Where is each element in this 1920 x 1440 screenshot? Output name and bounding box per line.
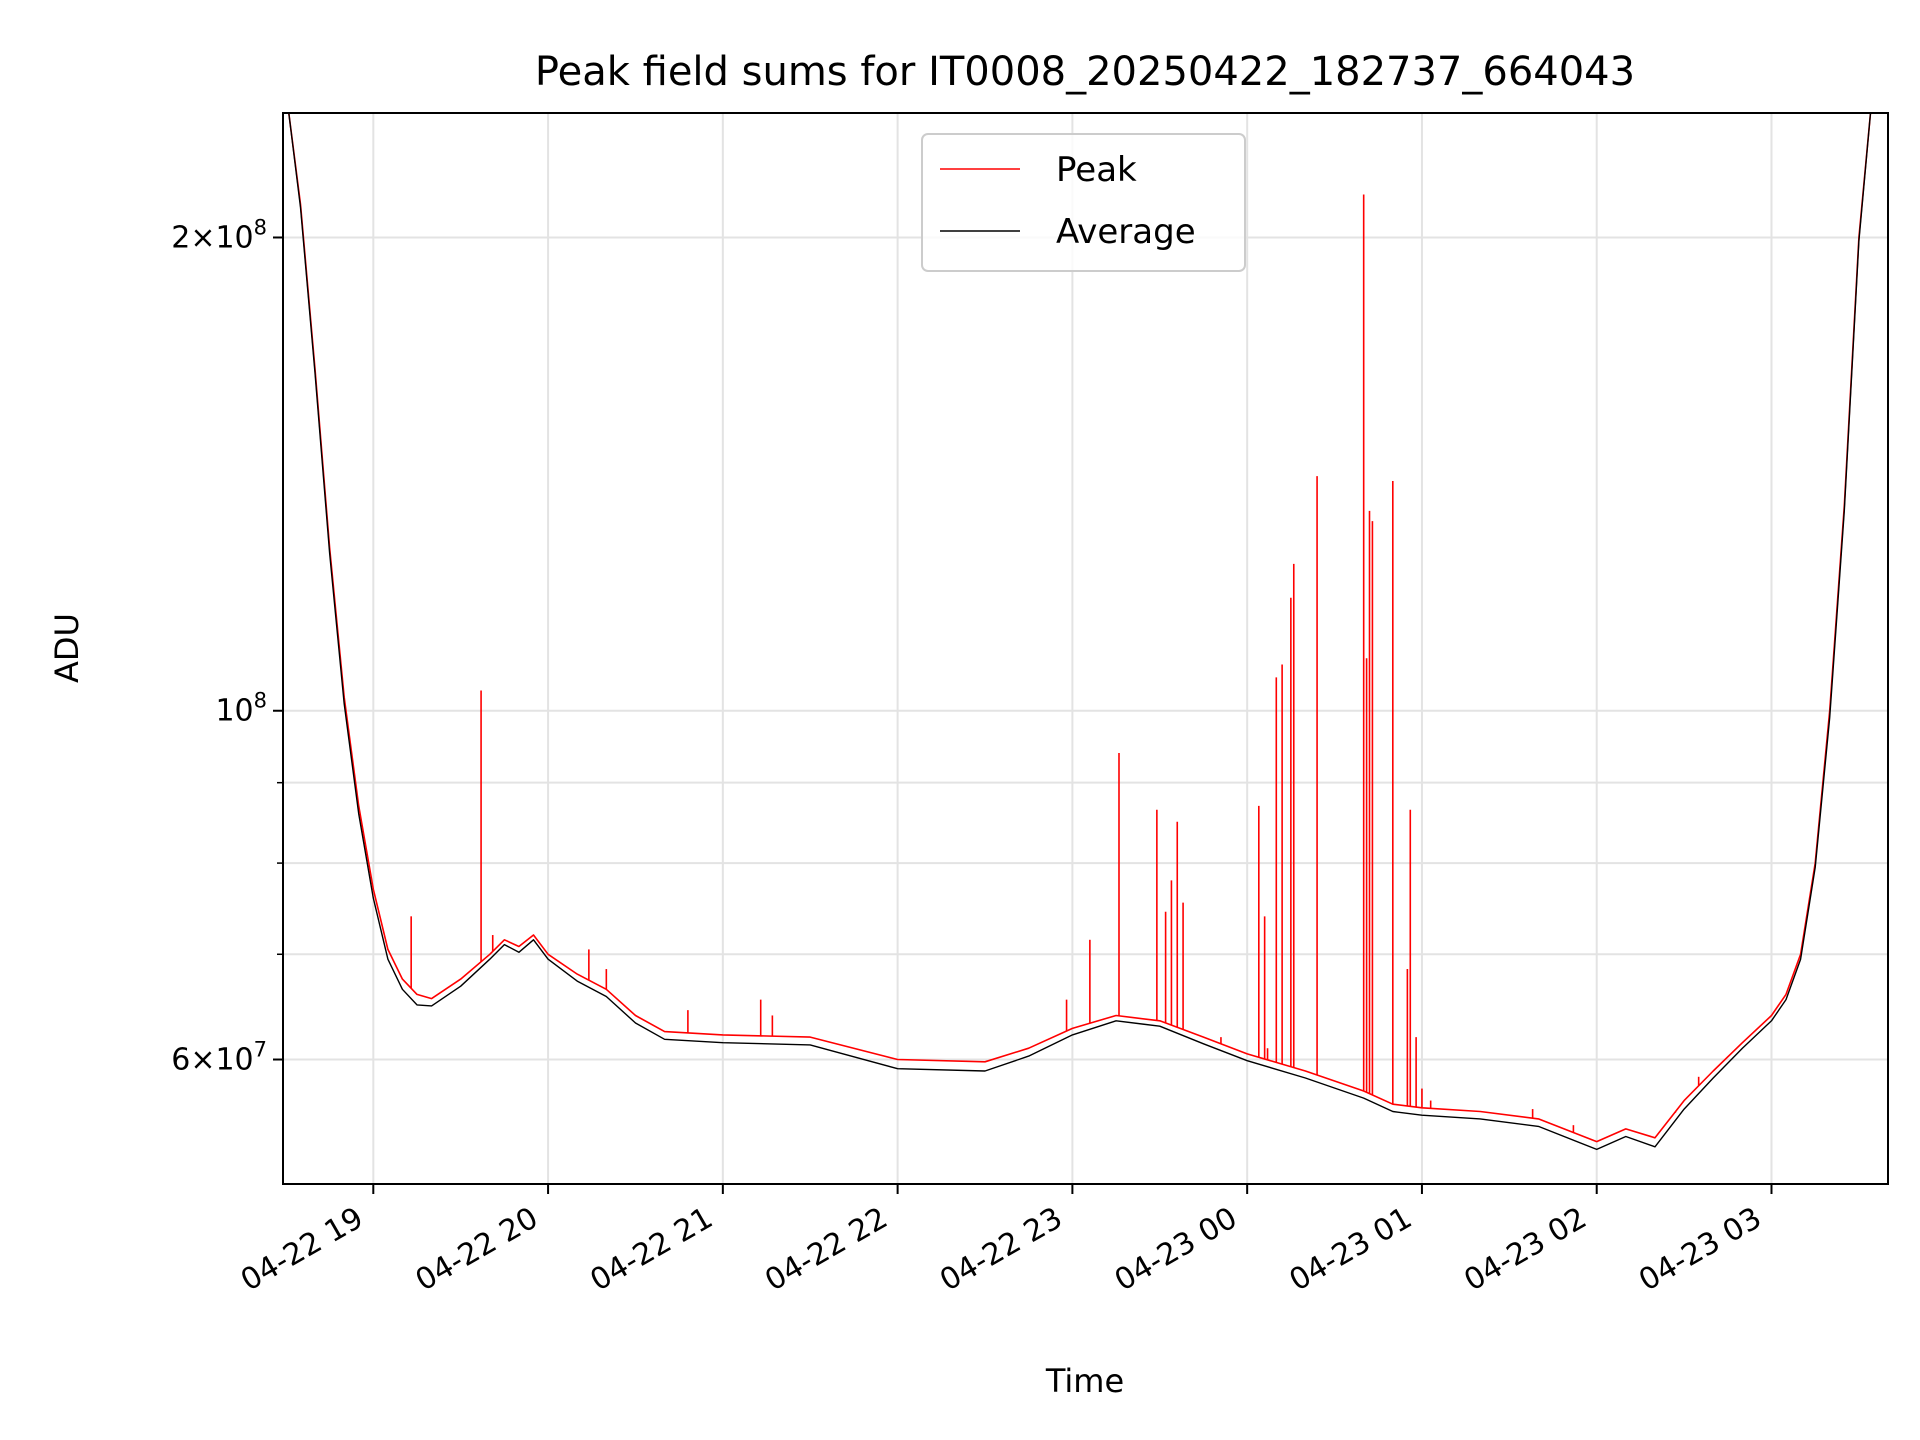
x-axis-title: Time [1045,1362,1124,1400]
plot-frame [282,112,1889,1185]
legend-label-average: Average [1056,212,1196,252]
y-tick-label: 2×108 [171,215,267,255]
series-layer [288,113,1872,1151]
chart-title: Peak field sums for IT0008_20250422_1827… [535,49,1635,95]
y-axis: 6×107 108 2×108 [171,215,283,1078]
legend-label-peak: Peak [1056,150,1137,190]
y-tick-label: 108 [215,689,267,729]
y-tick-label: 6×107 [171,1038,267,1078]
series-line-peak [288,113,1872,1143]
legend: Peak Average [921,133,1246,272]
y-axis-title: ADU [48,613,86,683]
series-line-average [288,113,1872,1151]
